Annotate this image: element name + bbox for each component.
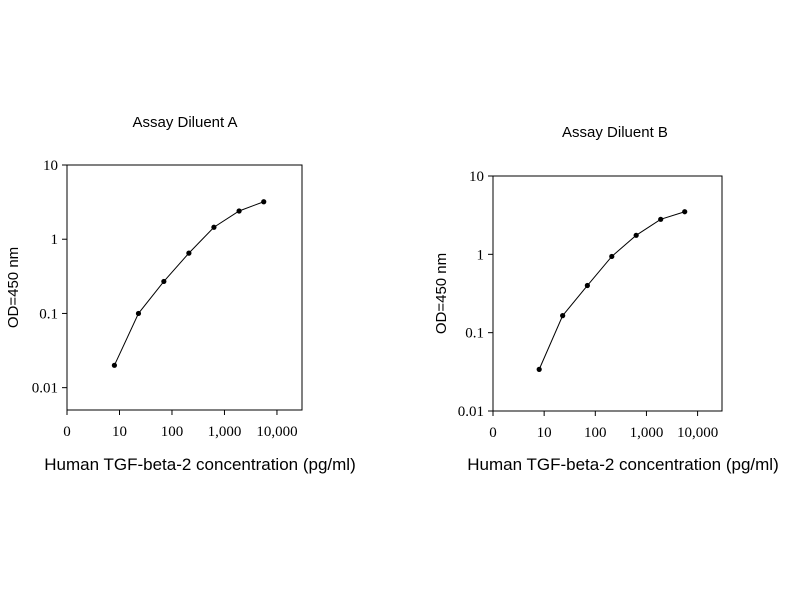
data-point <box>261 199 267 205</box>
data-point <box>584 282 590 289</box>
x-tick-label: 0 <box>63 424 71 440</box>
chart-title: Assay Diluent A <box>132 114 237 131</box>
data-point <box>111 362 118 368</box>
data-point <box>161 278 167 285</box>
x-axis-label: Human TGF-beta-2 concentration (pg/ml) <box>467 455 778 474</box>
data-point <box>135 310 142 317</box>
y-tick-label: 0.1 <box>465 326 484 342</box>
chart-title: Assay Diluent B <box>562 124 668 141</box>
y-tick-label: 0.1 <box>39 306 58 322</box>
x-tick-label: 10 <box>537 425 552 441</box>
data-point <box>682 209 688 215</box>
y-axis-label: OD=450 nm <box>433 253 450 334</box>
plot-frame <box>66 164 303 411</box>
x-tick-label: 10,000 <box>677 425 718 441</box>
x-tick-label: 10 <box>112 424 127 440</box>
data-point <box>211 224 217 230</box>
y-tick-label: 1 <box>51 232 59 248</box>
data-point <box>633 232 639 238</box>
x-tick-label: 1,000 <box>630 425 664 441</box>
chart: Assay Diluent A Human TGF-beta-2 concentr… <box>5 114 356 474</box>
y-tick-label: 0.01 <box>32 381 58 397</box>
x-tick-label: 10,000 <box>256 424 297 440</box>
data-point <box>236 208 242 214</box>
data-point <box>609 253 615 260</box>
data-point <box>186 250 192 256</box>
y-tick-label: 10 <box>43 158 58 174</box>
x-axis-label: Human TGF-beta-2 concentration (pg/ml) <box>44 455 355 474</box>
x-tick-label: 0 <box>489 425 497 441</box>
data-point <box>536 366 542 372</box>
y-tick-label: 1 <box>477 247 485 263</box>
x-tick-label: 100 <box>161 424 184 440</box>
data-point <box>658 216 664 222</box>
y-axis-label: OD=450 nm <box>5 247 22 328</box>
data-line <box>113 201 264 366</box>
data-line <box>538 211 685 370</box>
x-tick-label: 100 <box>584 425 607 441</box>
plot-frame <box>492 175 723 412</box>
chart: Assay Diluent B Human TGF-beta-2 concentr… <box>433 124 779 474</box>
y-tick-label: 0.01 <box>458 404 484 420</box>
x-tick-label: 1,000 <box>208 424 242 440</box>
data-point <box>560 313 566 319</box>
y-tick-label: 10 <box>469 169 484 185</box>
